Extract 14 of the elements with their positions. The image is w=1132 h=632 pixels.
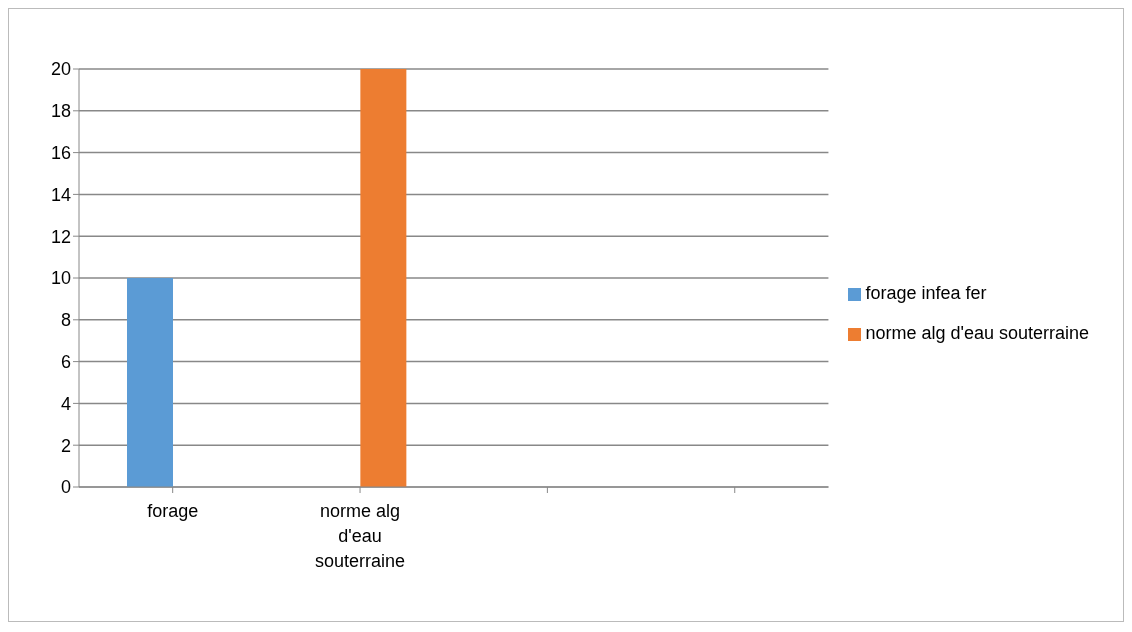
x-tick-label: forage — [147, 501, 199, 521]
y-tick-label: 20 — [50, 59, 71, 80]
y-tick-label: 12 — [50, 226, 71, 247]
y-tick-label: 8 — [60, 310, 71, 331]
y-tick-label: 10 — [50, 268, 71, 289]
y-tick-label: 0 — [60, 477, 71, 498]
y-tick-label: 14 — [50, 184, 71, 205]
y-tick-label: 18 — [50, 101, 71, 122]
y-tick-label: 2 — [60, 435, 71, 456]
legend-label: forage infea fer — [865, 283, 987, 303]
y-tick-label: 6 — [60, 351, 71, 372]
y-tick-label: 16 — [50, 142, 71, 163]
legend-label: norme alg d'eau souterraine — [865, 323, 1089, 343]
y-tick-label: 4 — [60, 393, 71, 414]
